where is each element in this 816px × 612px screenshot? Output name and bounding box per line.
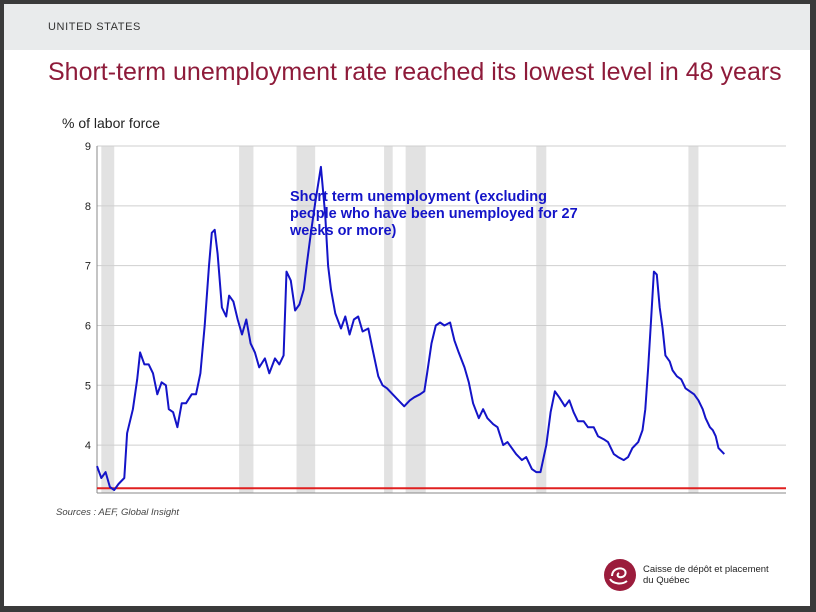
slide: UNITED STATES Short-term unemployment ra… <box>4 4 810 606</box>
logo-line-2: du Québec <box>643 575 690 586</box>
y-axis-label: % of labor force <box>62 115 161 131</box>
chart-annotation: Short term unemployment (excluding <box>290 189 547 205</box>
section-label: UNITED STATES <box>48 21 141 33</box>
logo: Caisse de dépôt et placement du Québec <box>604 559 804 593</box>
y-tick-label: 9 <box>85 141 91 153</box>
header-band: UNITED STATES <box>4 4 810 50</box>
y-tick-label: 6 <box>85 320 91 332</box>
chart-annotation: people who have been unemployed for 27 <box>290 206 578 222</box>
sources-note: Sources : AEF, Global Insight <box>56 507 180 518</box>
slide-title: Short-term unemployment rate reached its… <box>48 58 782 86</box>
logo-line-1: Caisse de dépôt et placement <box>643 564 769 575</box>
y-tick-label: 5 <box>85 380 91 392</box>
y-tick-label: 8 <box>85 201 91 213</box>
y-tick-label: 4 <box>85 440 91 452</box>
series-line <box>96 165 726 491</box>
recession-band <box>405 146 426 493</box>
line-chart: 4 5 6 7 8 9 Short term unemployment (excluding… <box>85 141 786 494</box>
logo-mark-icon <box>604 559 636 591</box>
recession-band <box>536 146 547 493</box>
recession-band <box>101 146 115 493</box>
y-tick-label: 7 <box>85 261 91 273</box>
chart-annotation: weeks or more) <box>289 223 397 239</box>
recession-band <box>384 146 393 493</box>
logo-text: Caisse de dépôt et placement du Québec <box>643 564 803 586</box>
recession-band <box>688 146 699 493</box>
